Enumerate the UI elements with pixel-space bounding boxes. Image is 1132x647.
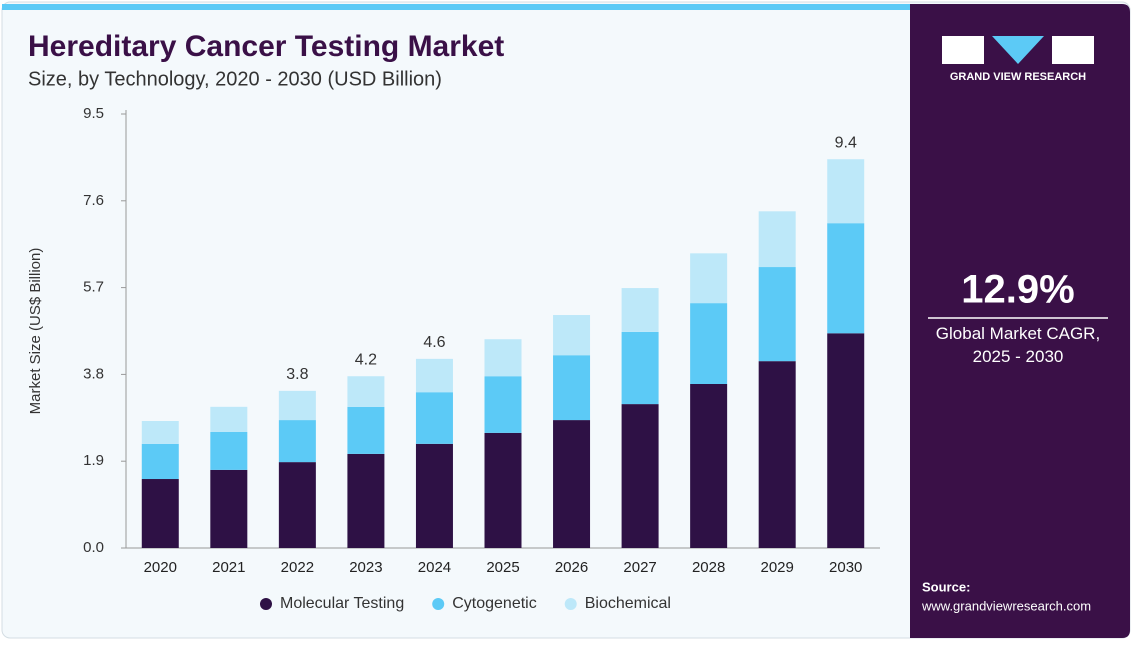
bar-segment — [690, 253, 728, 304]
y-tick-label: 1.9 — [83, 452, 104, 469]
cagr-label-box: Global Market CAGR, 2025 - 2030 — [935, 324, 1101, 366]
bar-segment — [484, 376, 522, 433]
bar-segment — [621, 288, 659, 332]
logo-block — [942, 36, 984, 64]
bar-segment — [621, 404, 659, 548]
top-accent — [2, 4, 910, 10]
bar-segment — [553, 355, 591, 421]
bar-segment — [690, 383, 728, 548]
legend-label: Biochemical — [585, 595, 671, 612]
x-tick-label: 2027 — [623, 559, 656, 576]
x-tick-label: 2021 — [212, 559, 245, 576]
y-tick-label: 0.0 — [83, 539, 104, 556]
bar-segment — [210, 406, 248, 432]
x-tick-label: 2030 — [829, 559, 862, 576]
chart-title: Hereditary Cancer Testing Market — [28, 30, 504, 63]
legend-label: Cytogenetic — [452, 595, 537, 612]
total-label: 9.4 — [835, 134, 857, 151]
chart-subtitle: Size, by Technology, 2020 - 2030 (USD Bi… — [28, 68, 442, 90]
total-label: 3.8 — [286, 366, 308, 383]
bar-segment — [827, 159, 865, 224]
y-tick-label: 7.6 — [83, 192, 104, 209]
legend-marker — [260, 598, 272, 610]
legend-marker — [432, 598, 445, 610]
y-tick-label: 5.7 — [83, 279, 104, 296]
sidebar — [910, 4, 1130, 638]
bar-segment — [210, 469, 248, 548]
bar-segment — [690, 303, 728, 384]
bar-segment — [347, 453, 385, 548]
bar-segment — [758, 211, 796, 268]
y-tick-label: 9.5 — [83, 105, 104, 122]
bar-segment — [278, 420, 316, 463]
bar-segment — [347, 376, 385, 407]
brand: GRAND VIEW RESEARCH — [950, 71, 1086, 83]
total-label: 4.2 — [355, 351, 377, 368]
legend-label: Molecular Testing — [280, 595, 404, 612]
x-tick-label: 2029 — [760, 559, 793, 576]
bar-segment — [621, 331, 659, 405]
bar-segment — [484, 339, 522, 377]
bar-segment — [278, 462, 316, 548]
bar-segment — [758, 267, 796, 362]
bar-segment — [141, 479, 179, 548]
bar-segment — [758, 361, 796, 548]
logo — [942, 36, 1094, 64]
x-tick-label: 2026 — [555, 559, 588, 576]
bar-segment — [415, 443, 453, 548]
bar-segment — [484, 432, 522, 548]
x-tick-label: 2023 — [349, 559, 382, 576]
bar-segment — [827, 223, 865, 334]
bar-segment — [141, 420, 179, 444]
bar-segment — [415, 358, 453, 393]
logo-block — [1052, 36, 1094, 64]
x-tick-label: 2020 — [144, 559, 177, 576]
bar-segment — [347, 406, 385, 454]
bar-segment — [553, 420, 591, 548]
source-url: www.grandviewresearch.com — [921, 598, 1091, 613]
x-tick-label: 2022 — [281, 559, 314, 576]
x-tick-label: 2024 — [418, 559, 451, 576]
bar-segment — [415, 392, 453, 444]
total-label: 4.6 — [423, 334, 445, 351]
bar-segment — [553, 315, 591, 356]
logo-block — [992, 36, 1044, 64]
cagr-label: Global Market CAGR, 2025 - 2030 — [935, 324, 1101, 366]
y-axis-label: Market Size (US$ Billion) — [27, 248, 44, 415]
cagr-value: 12.9% — [961, 268, 1074, 312]
source-label: Source: — [922, 579, 970, 594]
bar-segment — [210, 431, 248, 470]
legend-marker — [564, 598, 577, 610]
x-tick-label: 2028 — [692, 559, 725, 576]
y-tick-label: 3.8 — [83, 365, 104, 382]
bar-segment — [827, 333, 865, 548]
bar-segment — [141, 443, 179, 480]
x-tick-label: 2025 — [486, 559, 519, 576]
bar-segment — [278, 390, 316, 421]
